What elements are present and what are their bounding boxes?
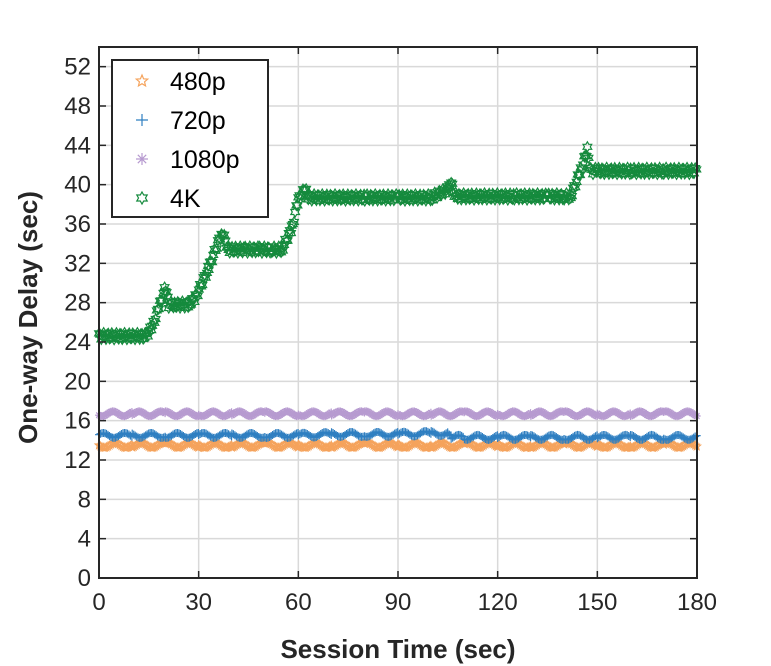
data-point [581, 149, 592, 163]
grid [98, 47, 698, 579]
y-tick-label: 12 [64, 447, 91, 474]
x-tick-label: 60 [285, 589, 312, 616]
data-point [289, 205, 301, 219]
data-point [159, 281, 170, 294]
data-point [278, 238, 290, 252]
data-point [150, 312, 162, 326]
data-point [288, 215, 300, 229]
legend-marker [134, 73, 150, 88]
y-tick-label: 16 [64, 408, 91, 435]
data-point [282, 234, 293, 247]
y-tick-label: 0 [78, 565, 91, 592]
x-tick-label: 30 [185, 589, 212, 616]
series-1080p [95, 407, 701, 421]
y-tick-label: 20 [64, 368, 91, 395]
y-tick-label: 52 [64, 54, 91, 81]
series-4K [93, 140, 702, 346]
data-point [306, 408, 315, 417]
data-point [566, 189, 578, 203]
data-point [205, 255, 217, 268]
series-720p [95, 427, 701, 444]
data-point [574, 168, 586, 182]
data-point [547, 412, 556, 421]
data-point [473, 412, 482, 421]
data-point [399, 412, 408, 421]
legend-label: 720p [170, 107, 226, 135]
y-axis-title: One-way Delay (sec) [13, 191, 43, 444]
data-point [454, 408, 463, 417]
data-point [161, 286, 172, 299]
data-point [583, 151, 594, 165]
data-point [680, 408, 689, 417]
data-point [192, 289, 204, 303]
x-tick-label: 150 [577, 589, 617, 616]
x-tick-label: 180 [677, 589, 717, 616]
y-tick-label: 28 [64, 290, 91, 317]
data-point [621, 412, 630, 421]
legend-label: 480p [170, 68, 226, 96]
data-point [606, 408, 615, 417]
y-tick-label: 40 [64, 172, 91, 199]
y-tick-label: 24 [64, 329, 91, 356]
data-point [532, 408, 541, 417]
legend-label: 1080p [170, 146, 240, 174]
data-point [185, 298, 197, 311]
x-tick-label: 120 [478, 589, 518, 616]
data-point [153, 302, 165, 316]
data-point [220, 234, 231, 247]
legend-marker [136, 114, 148, 126]
y-tick-label: 48 [64, 93, 91, 120]
data-point [626, 412, 635, 421]
series-layer [93, 140, 702, 453]
data-point [158, 286, 169, 300]
legend: 480p 720p 1080p 4K [111, 59, 269, 218]
data-point [206, 255, 218, 269]
y-tick-label: 4 [78, 526, 91, 553]
axes: 0 30 60 90 120 150 180048121620242832364044485… [64, 47, 717, 616]
data-point [277, 244, 289, 257]
x-axis-title: Session Time (sec) [280, 634, 515, 664]
y-tick-label: 8 [78, 486, 91, 513]
legend-marker [136, 153, 148, 165]
data-point [211, 242, 223, 255]
y-tick-label: 44 [64, 132, 91, 159]
data-point [285, 226, 297, 240]
x-tick-label: 0 [92, 589, 105, 616]
data-point [203, 263, 214, 277]
legend-marker [135, 190, 149, 206]
data-point [218, 228, 230, 241]
x-tick-label: 90 [385, 589, 412, 616]
data-point [582, 140, 593, 154]
y-tick-label: 32 [64, 250, 91, 277]
data-point [564, 188, 576, 201]
data-point [187, 292, 199, 305]
data-point [196, 278, 208, 292]
y-tick-label: 36 [64, 211, 91, 238]
legend-label: 4K [170, 185, 201, 213]
data-point [380, 408, 389, 417]
data-point [436, 188, 448, 201]
